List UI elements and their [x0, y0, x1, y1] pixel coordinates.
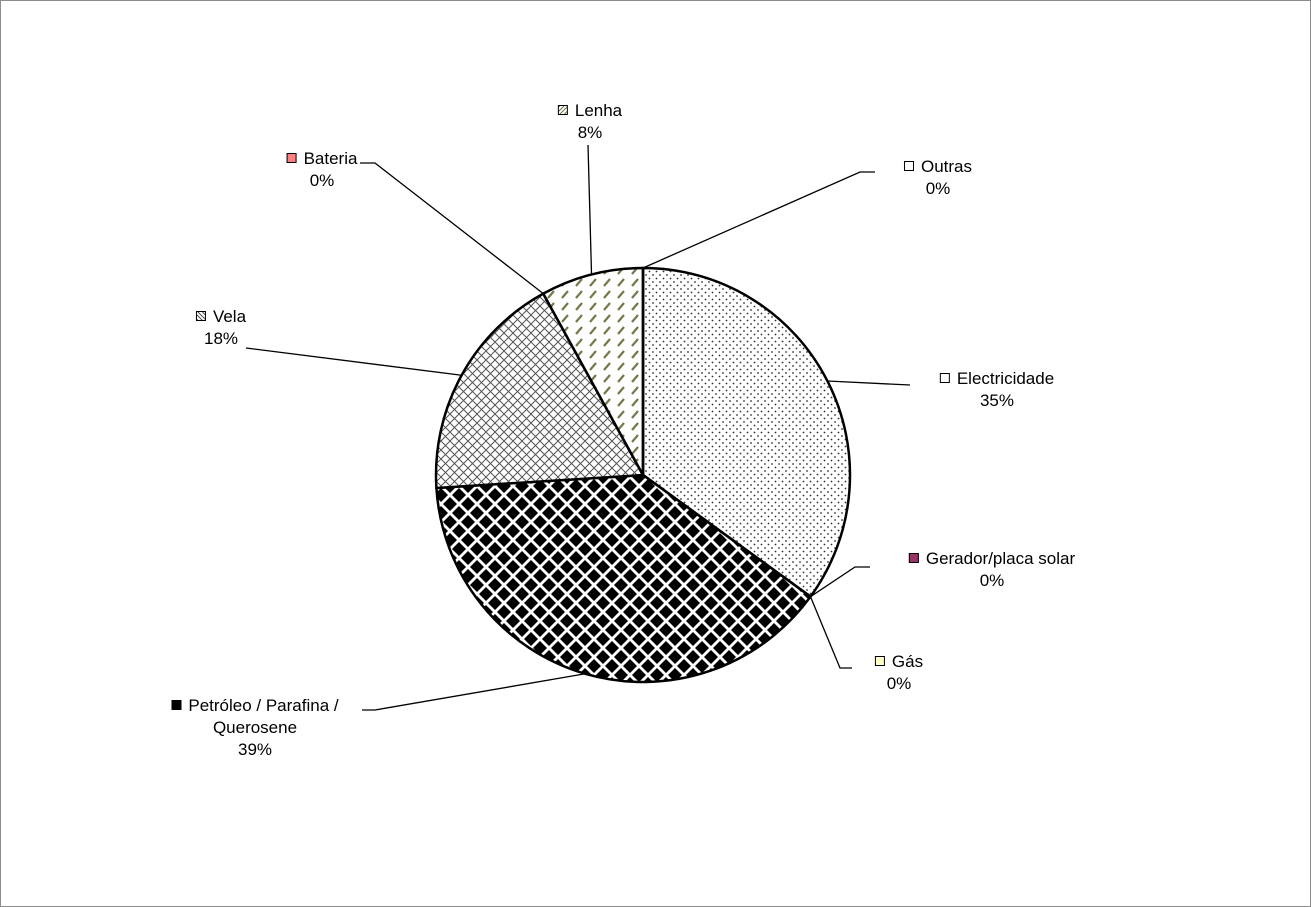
- value-label: 18%: [203, 329, 239, 348]
- leader-line: [362, 673, 586, 711]
- legend-swatch: [908, 553, 919, 563]
- value-label: 0%: [309, 171, 335, 190]
- leader-line: [587, 144, 593, 275]
- slice-label: Vela 18%: [195, 306, 247, 350]
- category-name: Electricidade: [956, 369, 1055, 388]
- slice-label: Gerador/placa solar 0%: [908, 548, 1076, 592]
- slice-label: Petróleo / Parafina / Querosene 39%: [148, 695, 363, 761]
- leader-line: [360, 162, 544, 295]
- legend-swatch: [195, 311, 206, 321]
- slice-label: Electricidade 35%: [939, 368, 1055, 412]
- category-name: Gás: [891, 652, 924, 671]
- legend-swatch: [874, 656, 885, 666]
- slice-label: Outras 0%: [903, 156, 973, 200]
- pie-slice: [435, 473, 812, 684]
- value-label: 0%: [925, 179, 951, 198]
- value-label: 8%: [577, 123, 603, 142]
- category-name: Bateria: [303, 149, 358, 168]
- leader-line: [642, 171, 875, 269]
- pie-slice: [542, 266, 645, 477]
- legend-swatch: [286, 153, 297, 163]
- leader-line: [809, 596, 852, 669]
- leader-line: [810, 566, 870, 598]
- value-label: 39%: [237, 740, 273, 759]
- leader-line: [827, 380, 911, 386]
- legend-swatch: [557, 105, 568, 115]
- category-name: Vela: [212, 307, 247, 326]
- legend-swatch: [903, 161, 914, 171]
- legend-swatch: [939, 373, 950, 383]
- value-label: 0%: [979, 571, 1005, 590]
- category-name: Petróleo / Parafina / Querosene: [188, 696, 339, 737]
- value-label: 35%: [979, 391, 1015, 410]
- slice-label: Gás 0%: [874, 651, 924, 695]
- legend-swatch: [171, 700, 182, 710]
- category-name: Outras: [920, 157, 973, 176]
- category-name: Lenha: [574, 101, 623, 120]
- slice-label: Lenha 8%: [557, 100, 623, 144]
- category-name: Gerador/placa solar: [925, 549, 1076, 568]
- leader-line: [245, 347, 462, 376]
- slice-label: Bateria 0%: [286, 148, 358, 192]
- value-label: 0%: [886, 674, 912, 693]
